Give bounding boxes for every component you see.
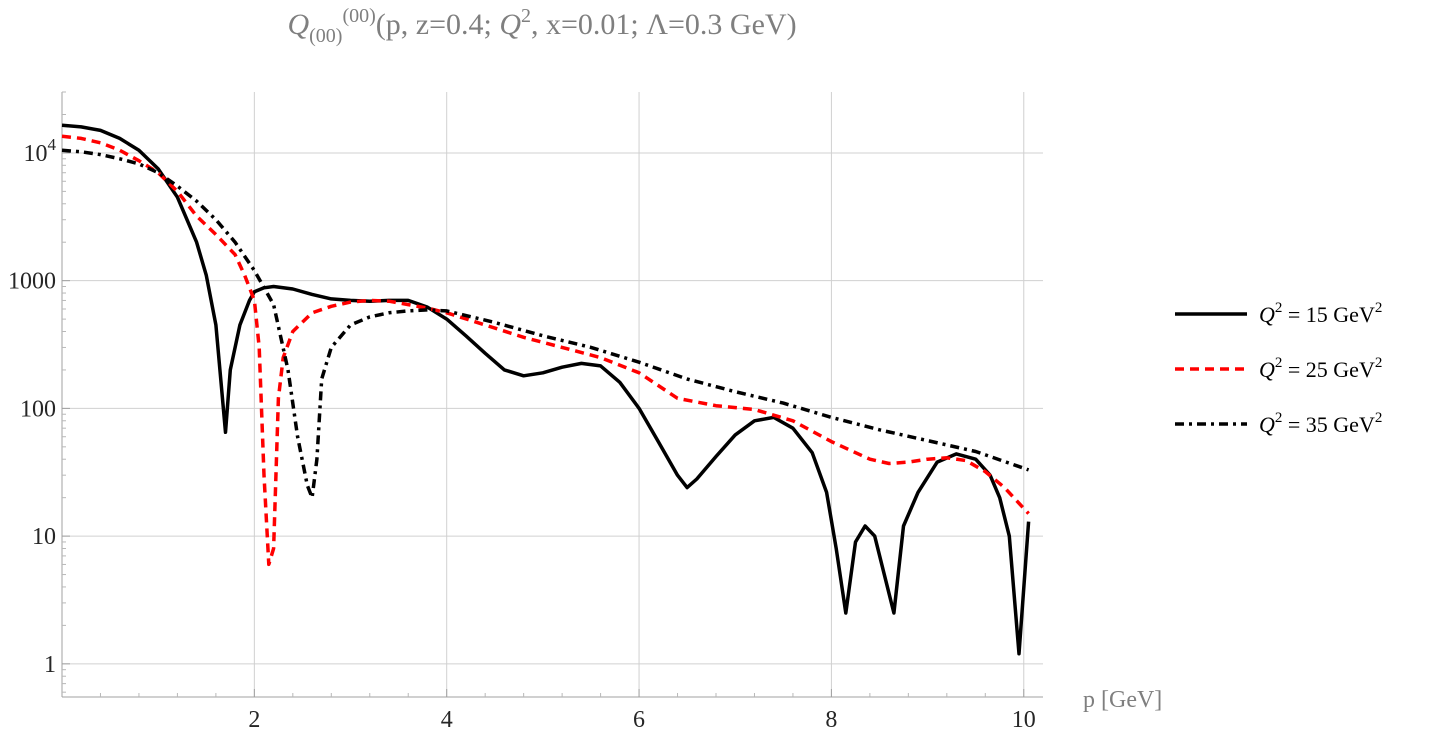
y-tick-label-1: 10 <box>32 524 56 550</box>
x-tick-label-8: 8 <box>825 707 837 733</box>
plot-series <box>61 123 1031 656</box>
legend-label-1: Q2 = 15 GeV2 <box>1259 300 1382 327</box>
title-q2-superscript: 2 <box>521 5 531 27</box>
axes: 2 4 6 8 10 p [GeV] 1 10 100 1000 104 <box>8 91 1162 733</box>
title-args-a: (p, z=0.4; <box>376 8 500 41</box>
chart-title: Q(00)(00)(p, z=0.4; Q2, x=0.01; Λ=0.3 Ge… <box>287 5 796 47</box>
y-tick-label-2: 100 <box>20 396 56 422</box>
grid-lines <box>62 92 1043 697</box>
y-tick-label-4: 104 <box>24 135 57 167</box>
legend: Q2 = 15 GeV2 Q2 = 25 GeV2 Q2 = 35 GeV2 <box>1175 300 1382 437</box>
x-tick-label-4: 4 <box>441 707 453 733</box>
x-axis-label: p [GeV] <box>1083 687 1162 713</box>
title-q-subscript: (00) <box>309 25 342 47</box>
title-q2: Q <box>499 8 521 41</box>
title-q: Q <box>287 8 309 41</box>
x-tick-label-10: 10 <box>1012 707 1036 733</box>
legend-label-3: Q2 = 35 GeV2 <box>1259 410 1382 437</box>
title-args-b: , x=0.01; Λ=0.3 GeV) <box>531 8 797 41</box>
x-tick-label-6: 6 <box>633 707 645 733</box>
y-tick-label-0: 1 <box>44 652 56 678</box>
legend-label-2: Q2 = 25 GeV2 <box>1259 355 1382 382</box>
title-q-superscript: (00) <box>342 5 375 27</box>
series-line-2 <box>61 134 1030 567</box>
series-line-3 <box>61 148 1030 500</box>
series-line-1 <box>61 123 1031 656</box>
y-tick-label-3: 1000 <box>8 269 56 295</box>
x-tick-label-2: 2 <box>248 707 260 733</box>
